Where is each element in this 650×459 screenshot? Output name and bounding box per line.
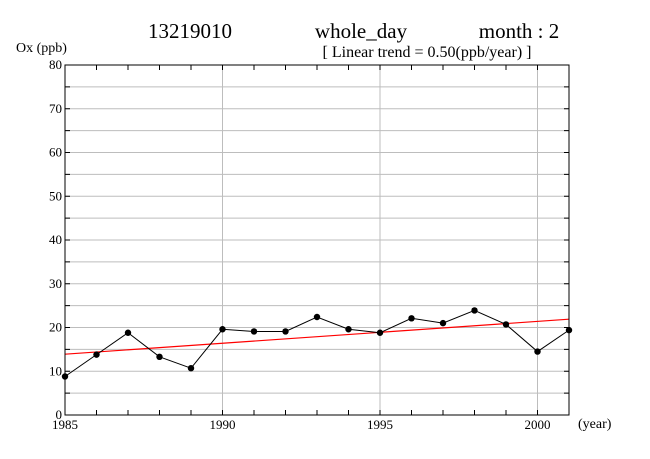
data-point bbox=[471, 307, 478, 314]
station-code: 13219010 bbox=[148, 19, 232, 43]
series-layer bbox=[61, 307, 573, 380]
axis-ticks: 0 10 20 30 40 50 60 70 80 1985 1990 1995 2000 bbox=[49, 57, 570, 432]
y-tick-label: 80 bbox=[49, 57, 62, 72]
plot-frame bbox=[64, 64, 570, 416]
month-label: month : 2 bbox=[479, 19, 560, 43]
data-point bbox=[408, 315, 415, 322]
y-tick-label: 20 bbox=[49, 320, 62, 335]
y-tick-label: 50 bbox=[49, 188, 62, 203]
data-point bbox=[187, 364, 195, 372]
data-point bbox=[250, 328, 258, 335]
data-point bbox=[313, 313, 321, 321]
data-point bbox=[376, 329, 384, 336]
data-point bbox=[219, 326, 226, 333]
x-tick-label: 2000 bbox=[525, 417, 551, 432]
x-tick-label: 1995 bbox=[367, 417, 393, 432]
data-point bbox=[345, 326, 352, 333]
data-point bbox=[156, 353, 163, 361]
y-tick-label: 30 bbox=[49, 276, 62, 291]
y-axis-label: Ox (ppb) bbox=[16, 41, 67, 56]
data-point bbox=[502, 321, 510, 328]
y-tick-label: 40 bbox=[49, 232, 62, 247]
y-tick-label: 60 bbox=[49, 145, 62, 160]
data-point bbox=[534, 348, 541, 355]
grid bbox=[65, 65, 569, 415]
y-tick-label: 0 bbox=[56, 407, 63, 422]
trend-label: [ Linear trend = 0.50(ppb/year) ] bbox=[323, 44, 532, 61]
x-tick-label: 1990 bbox=[210, 417, 236, 432]
y-tick-label: 10 bbox=[49, 363, 62, 378]
x-tick-label: 1985 bbox=[52, 417, 78, 432]
data-point bbox=[282, 328, 289, 335]
data-point bbox=[93, 351, 100, 358]
x-axis-label: (year) bbox=[578, 417, 612, 432]
y-tick-label: 70 bbox=[49, 101, 62, 116]
period-label: whole_day bbox=[315, 19, 408, 43]
data-point bbox=[124, 329, 132, 336]
data-point bbox=[439, 319, 447, 327]
series-line bbox=[64, 309, 570, 377]
